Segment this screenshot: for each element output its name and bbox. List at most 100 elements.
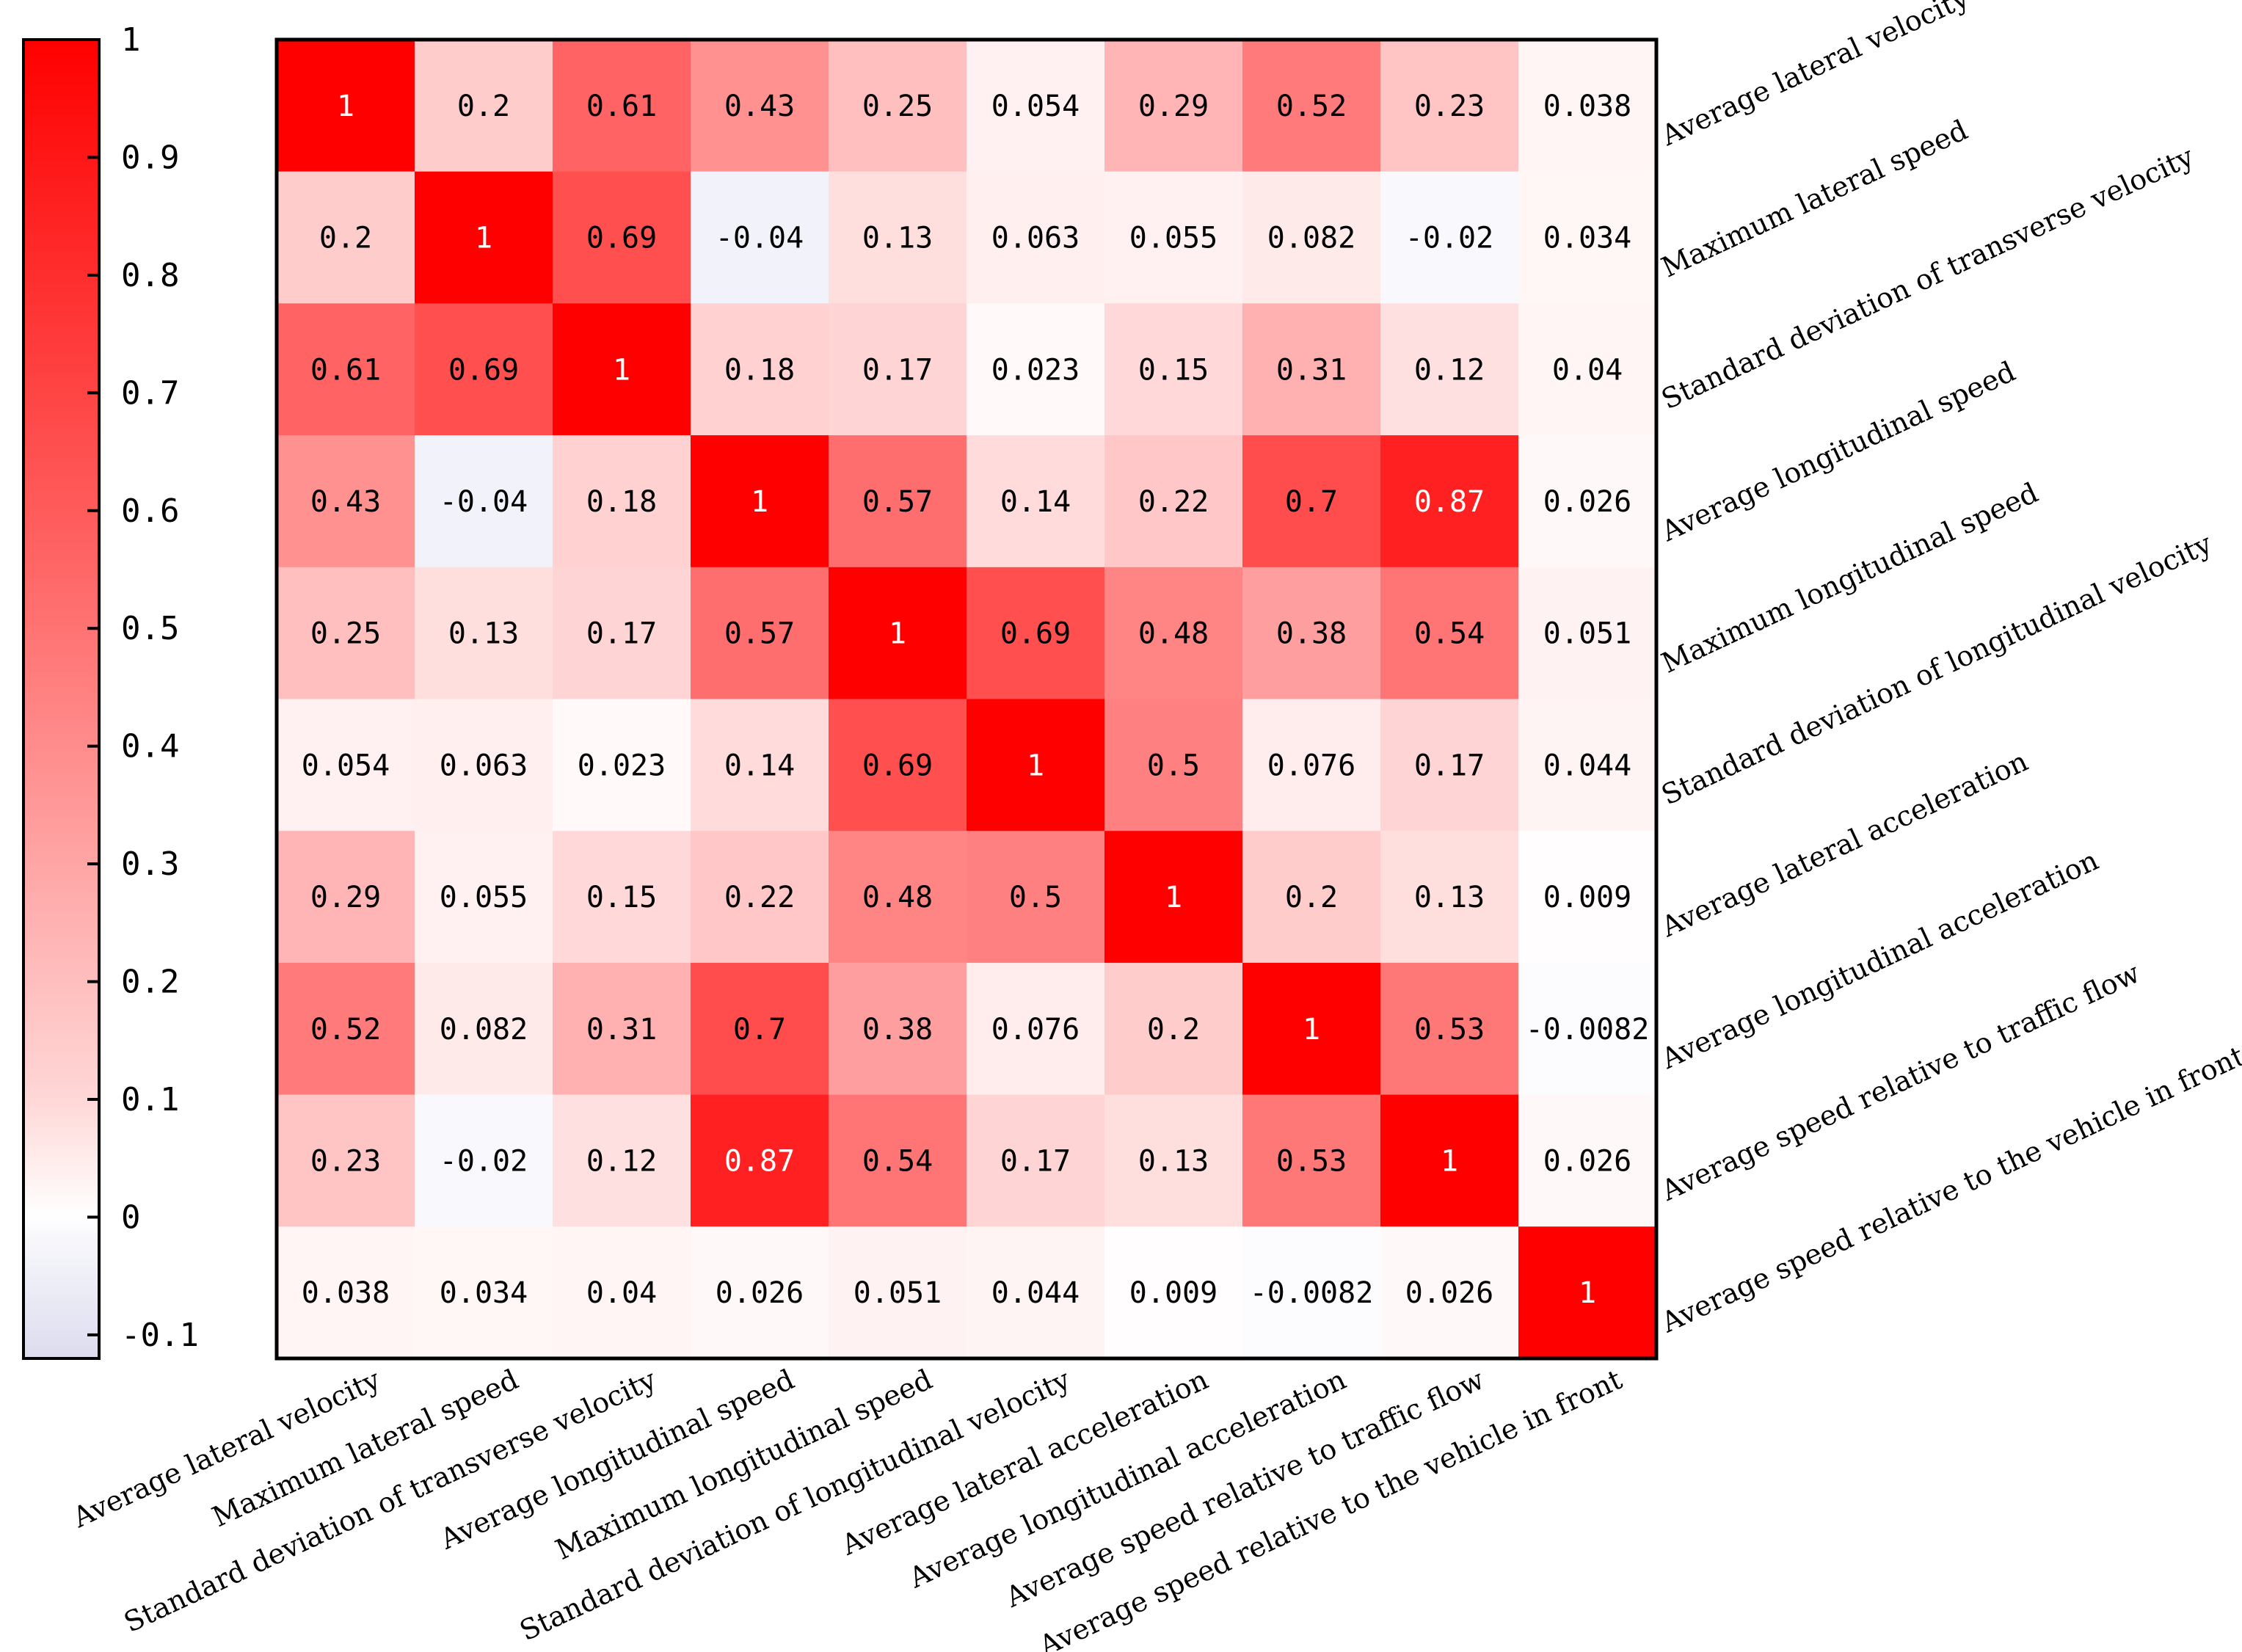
colorbar-tick-label: 0.1 [121,1081,179,1118]
heatmap-cell [1104,171,1243,304]
heatmap-cell [829,171,967,304]
heatmap-cell-value: 0.023 [991,353,1080,387]
heatmap-cell [1518,303,1657,436]
heatmap-cell-value: 0.25 [862,90,933,123]
heatmap-cell [1380,962,1519,1096]
heatmap-cell-value: 0.2 [1147,1013,1200,1047]
heatmap-cell-value: 0.69 [586,222,657,255]
heatmap-cell-value: 0.22 [724,881,795,914]
heatmap-cell-value: 1 [337,90,354,123]
heatmap-cell-value: -0.02 [1405,222,1493,255]
heatmap-cell [691,567,829,700]
heatmap-cell-value: 0.48 [1138,617,1209,651]
heatmap-cell-value: 0.17 [862,353,933,387]
heatmap-cell-value: 0.69 [862,749,933,782]
heatmap-cell-value: -0.0082 [1526,1013,1650,1047]
heatmap-cell-value: 1 [889,617,906,651]
heatmap-cell [1242,699,1381,832]
heatmap-cell-value: 0.7 [733,1013,786,1047]
row-label: Average speed relative to the vehicle in… [1656,1040,2242,1339]
heatmap-cell [967,1226,1105,1359]
heatmap-cell-value: 0.04 [586,1276,657,1310]
heatmap-cell [277,567,415,700]
heatmap-cell [1518,567,1657,700]
heatmap-cell [829,1094,967,1227]
heatmap-cell-value: 0.034 [440,1276,528,1310]
heatmap-cell [415,171,553,304]
heatmap-cell-value: 0.22 [1138,485,1209,519]
heatmap-cell [1104,831,1243,964]
row-label: Standard deviation of transverse velocit… [1656,140,2199,416]
heatmap-cell [967,40,1105,172]
heatmap-cell [967,699,1105,832]
heatmap-cell-value: 1 [1579,1276,1596,1310]
heatmap-cell-value: -0.04 [440,485,528,519]
heatmap-cell [1380,40,1519,172]
heatmap-cells [277,40,1657,1359]
heatmap-cell [553,1094,691,1227]
heatmap-cell [553,831,691,964]
heatmap-cell [829,962,967,1096]
heatmap-cell [829,435,967,568]
heatmap-cell [691,1226,829,1359]
heatmap-cell-value: 0.2 [319,222,372,255]
heatmap-cell [277,962,415,1096]
heatmap-cell-value: 0.063 [440,749,528,782]
heatmap-cell [1380,171,1519,304]
heatmap-cell [967,1094,1105,1227]
heatmap-cell [1104,40,1243,172]
heatmap-cell-value: 1 [1027,749,1044,782]
heatmap-cell [553,435,691,568]
heatmap-cell [1104,303,1243,436]
heatmap-cell-value: 0.17 [1000,1144,1071,1178]
heatmap-cell-value: 0.69 [1000,617,1071,651]
heatmap-cell-value: 0.13 [862,222,933,255]
colorbar-tick-label: 0.4 [121,728,179,765]
heatmap-cell [277,171,415,304]
heatmap-cell-value: 0.57 [724,617,795,651]
colorbar-gradient [22,38,101,1360]
heatmap-cell [277,1226,415,1359]
heatmap-cell [691,171,829,304]
heatmap-cell [1242,171,1381,304]
heatmap-cell-value: 1 [1441,1144,1458,1178]
row-label: Standard deviation of longitudinal veloc… [1656,527,2217,811]
heatmap-cell [1380,1094,1519,1227]
heatmap-cell-value: 0.87 [1414,485,1485,519]
heatmap-cell [1104,435,1243,568]
colorbar-tick-label: 0.6 [121,492,179,530]
heatmap-cell [553,567,691,700]
heatmap-cell-value: 1 [613,353,630,387]
heatmap-cell-value: 0.15 [1138,353,1209,387]
heatmap-cell [1380,435,1519,568]
heatmap-cell [1242,1226,1381,1359]
heatmap-cell-value: 0.009 [1543,881,1631,914]
heatmap-cell-value: 0.61 [586,90,657,123]
heatmap-cell [415,962,553,1096]
heatmap-cell [415,1094,553,1227]
heatmap-cell-value: 0.31 [1276,353,1347,387]
colorbar-tick-label: 0.5 [121,610,179,647]
heatmap-cell [1242,567,1381,700]
heatmap-cell-value: 0.87 [724,1144,795,1178]
heatmap-cell [1518,171,1657,304]
colorbar-tick-label: 0.8 [121,257,179,294]
heatmap-cell [553,699,691,832]
heatmap-cell-value: 0.69 [448,353,519,387]
heatmap-cell-value: 0.48 [862,881,933,914]
heatmap-cell-value: 0.2 [457,90,510,123]
heatmap-cell [829,831,967,964]
heatmap-cell [967,303,1105,436]
heatmap-cell-value: 0.52 [310,1013,381,1047]
heatmap-cell [967,171,1105,304]
heatmap-cell [1518,435,1657,568]
heatmap-cell [1518,962,1657,1096]
heatmap-cell-value: 0.082 [1267,222,1355,255]
heatmap-cell [1380,699,1519,832]
heatmap-cell [277,40,415,172]
heatmap-cell-value: 0.53 [1276,1144,1347,1178]
heatmap-cell-value: 0.15 [586,881,657,914]
heatmap-cell-value: 0.04 [1552,353,1623,387]
